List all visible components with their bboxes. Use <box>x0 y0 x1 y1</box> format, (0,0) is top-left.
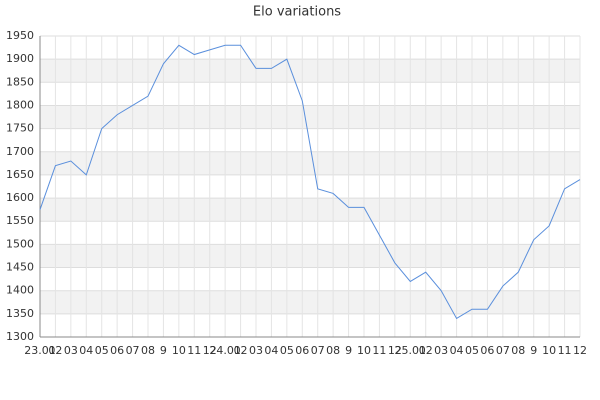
x-tick-label: 06 <box>480 344 494 357</box>
x-tick-label: 05 <box>95 344 109 357</box>
x-tick-label: 07 <box>311 344 325 357</box>
grid-band <box>40 290 580 314</box>
x-tick-label: 06 <box>295 344 309 357</box>
x-tick-label: 07 <box>496 344 510 357</box>
x-tick-label: 04 <box>264 344 278 357</box>
x-tick-label: 12 <box>203 344 217 357</box>
x-tick-label: 02 <box>48 344 62 357</box>
grid-band <box>40 105 580 129</box>
x-tick-label: 08 <box>511 344 525 357</box>
y-tick-label: 1300 <box>6 330 34 343</box>
x-tick-label: 10 <box>357 344 371 357</box>
grid-band <box>40 244 580 268</box>
x-tick-label: 24.01 <box>209 344 241 357</box>
x-tick-label: 07 <box>126 344 140 357</box>
x-tick-label: 11 <box>372 344 386 357</box>
x-tick-label: 12 <box>573 344 587 357</box>
y-tick-label: 1550 <box>6 214 34 227</box>
x-tick-label: 03 <box>64 344 78 357</box>
x-tick-label: 03 <box>434 344 448 357</box>
y-tick-label: 1950 <box>6 29 34 42</box>
y-tick-label: 1850 <box>6 75 34 88</box>
x-tick-label: 12 <box>388 344 402 357</box>
x-tick-label: 04 <box>79 344 93 357</box>
y-tick-label: 1800 <box>6 98 34 111</box>
y-tick-label: 1650 <box>6 168 34 181</box>
x-tick-label: 11 <box>187 344 201 357</box>
x-tick-label: 06 <box>110 344 124 357</box>
y-tick-label: 1700 <box>6 145 34 158</box>
x-tick-label: 9 <box>345 344 352 357</box>
x-tick-label: 9 <box>530 344 537 357</box>
y-tick-label: 1600 <box>6 191 34 204</box>
x-tick-label: 05 <box>280 344 294 357</box>
x-tick-label: 08 <box>141 344 155 357</box>
x-tick-label: 03 <box>249 344 263 357</box>
y-tick-label: 1400 <box>6 284 34 297</box>
y-tick-label: 1350 <box>6 307 34 320</box>
y-tick-label: 1750 <box>6 122 34 135</box>
chart-title: Elo variations <box>253 5 341 20</box>
line <box>39 44 581 320</box>
y-tick-label: 1500 <box>6 237 34 250</box>
grid-band <box>40 151 580 175</box>
x-tick-label: 05 <box>465 344 479 357</box>
y-tick-label: 1450 <box>6 261 34 274</box>
x-tick-label: 10 <box>172 344 186 357</box>
x-tick-label: 04 <box>450 344 464 357</box>
y-tick-label: 1900 <box>6 52 34 65</box>
grid-band <box>40 198 580 222</box>
grid-band <box>40 59 580 83</box>
x-tick-label: 02 <box>419 344 433 357</box>
x-tick-label: 25.01 <box>395 344 427 357</box>
x-tick-label: 08 <box>326 344 340 357</box>
x-tick-label: 9 <box>160 344 167 357</box>
x-tick-label: 10 <box>542 344 556 357</box>
x-tick-label: 02 <box>234 344 248 357</box>
x-tick-label: 11 <box>558 344 572 357</box>
x-tick-label: 23.01 <box>24 344 56 357</box>
